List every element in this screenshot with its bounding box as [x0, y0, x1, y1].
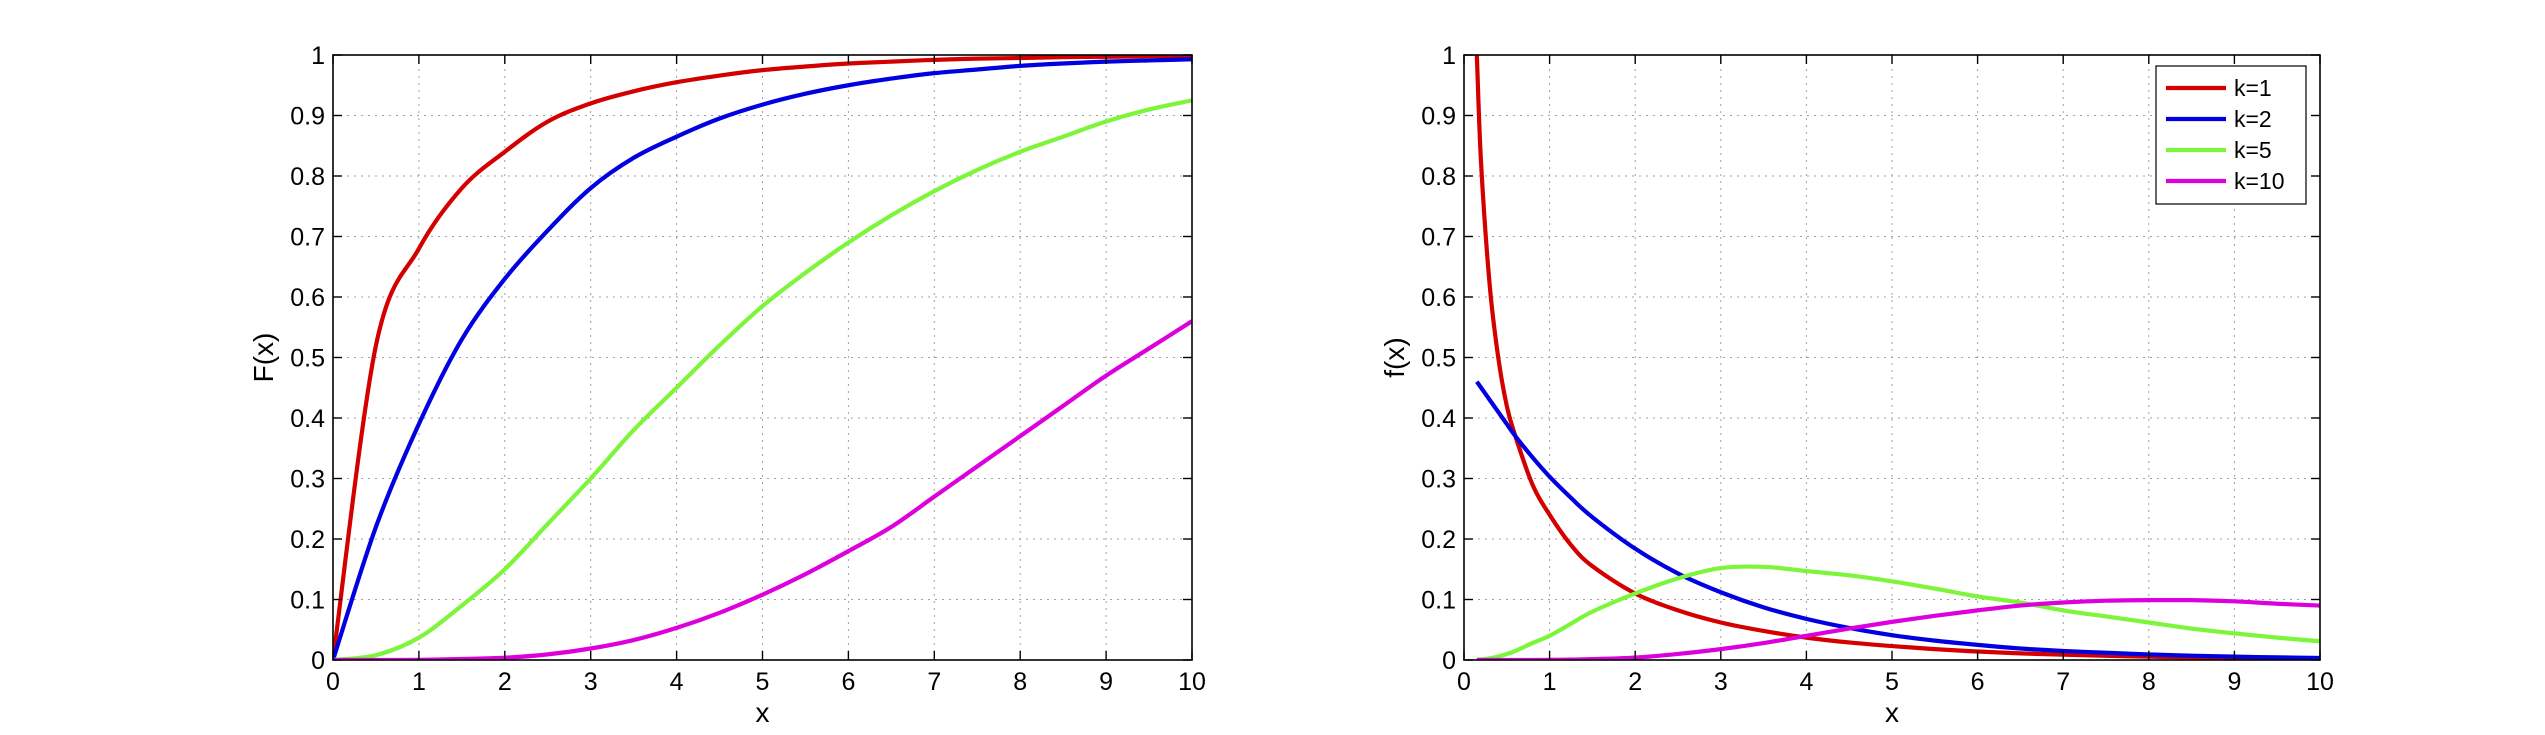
y-tick-label: 0.1	[1421, 587, 1456, 615]
y-tick-label: 0.2	[290, 526, 325, 554]
x-tick-label: 6	[841, 668, 855, 696]
x-tick-label: 4	[1799, 668, 1813, 696]
y-tick-label: 0.1	[290, 587, 325, 615]
x-tick-label: 0	[326, 668, 340, 696]
series-group	[1474, 55, 2320, 660]
x-tick-label: 2	[1628, 668, 1642, 696]
x-axis-label: x	[756, 697, 770, 728]
series-line-0	[333, 55, 1192, 660]
legend-label-0: k=1	[2234, 75, 2272, 101]
y-tick-label: 0.4	[290, 405, 325, 433]
y-tick-label: 0	[1442, 647, 1456, 675]
x-tick-label: 0	[1457, 668, 1471, 696]
series-line-2	[333, 98, 1192, 660]
y-tick-label: 0	[311, 647, 325, 675]
legend-label-1: k=2	[2234, 106, 2272, 132]
x-tick-label: 5	[1885, 668, 1899, 696]
y-axis-label: F(x)	[248, 333, 279, 383]
series-line-1	[333, 57, 1192, 660]
x-tick-label: 7	[927, 668, 941, 696]
x-tick-label: 9	[1099, 668, 1113, 696]
x-tick-label: 6	[1971, 668, 1985, 696]
y-tick-label: 0.9	[1421, 103, 1456, 131]
series-line-1	[1475, 380, 2320, 660]
x-tick-label: 3	[584, 668, 598, 696]
x-tick-label: 4	[670, 668, 684, 696]
y-tick-label: 0.3	[290, 466, 325, 494]
y-tick-label: 0.8	[1421, 163, 1456, 191]
legend: k=1 k=2 k=5 k=10	[2155, 65, 2307, 205]
x-tick-label: 1	[412, 668, 426, 696]
x-tick-label: 2	[498, 668, 512, 696]
series-group	[333, 55, 1192, 660]
x-tick-label: 9	[2227, 668, 2241, 696]
x-tick-label: 8	[2142, 668, 2156, 696]
y-tick-label: 0.6	[290, 284, 325, 312]
x-tick-label: 8	[1013, 668, 1027, 696]
series-line-3	[333, 319, 1192, 660]
series-line-2	[1476, 564, 2320, 660]
y-tick-label: 1	[1442, 42, 1456, 70]
legend-label-3: k=10	[2234, 168, 2285, 194]
x-tick-label: 3	[1714, 668, 1728, 696]
y-tick-label: 0.2	[1421, 526, 1456, 554]
y-tick-label: 0.4	[1421, 405, 1456, 433]
y-tick-label: 0.7	[1421, 224, 1456, 252]
x-tick-label: 10	[1178, 668, 1206, 696]
x-tick-label: 1	[1543, 668, 1557, 696]
y-tick-label: 0.8	[290, 163, 325, 191]
y-tick-label: 0.9	[290, 103, 325, 131]
cdf-chart: 0 1 2 3 4 5 6 7 8 9 10 0 0.1 0.2 0.3 0.4 0.5 0.6 0.7 0.8 0.9…	[248, 42, 1206, 728]
y-axis-label: f(x)	[1379, 337, 1410, 377]
series-line-0	[1474, 55, 2320, 660]
y-tick-label: 0.5	[290, 345, 325, 373]
x-tick-label: 5	[756, 668, 770, 696]
x-axis-label: x	[1885, 697, 1899, 728]
y-tick-label: 0.6	[1421, 284, 1456, 312]
pdf-chart: 0 1 2 3 4 5 6 7 8 9 10 0 0.1 0.2 0.3 0.4 0.5 0.6 0.7 0.8 0.9…	[1379, 42, 2334, 728]
y-tick-label: 0.7	[290, 224, 325, 252]
legend-label-2: k=5	[2234, 137, 2272, 163]
y-tick-label: 1	[311, 42, 325, 70]
y-tick-label: 0.5	[1421, 345, 1456, 373]
y-tick-label: 0.3	[1421, 466, 1456, 494]
x-tick-label: 10	[2306, 668, 2334, 696]
series-line-3	[1476, 598, 2320, 660]
x-tick-label: 7	[2056, 668, 2070, 696]
